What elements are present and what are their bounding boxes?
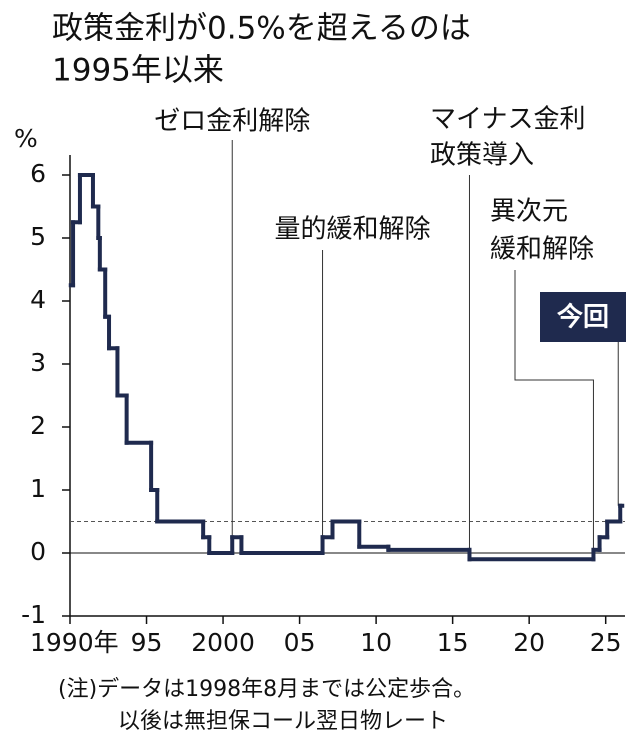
y-tick-label: 5 [30,222,46,251]
annotation: 緩和解除 [490,235,594,265]
x-tick-label: 1990年 [30,628,119,657]
x-tick-label: 2000 [191,628,255,657]
x-tick-label: 25 [590,628,622,657]
x-tick-label: 20 [513,628,545,657]
note: (注)データは1998年8月までは公定歩合。 [58,677,475,702]
y-tick-label: 6 [30,159,46,188]
note: 以後は無担保コール翌日物レート [118,709,448,734]
annotation: 今回 [557,302,609,333]
x-tick-label: 15 [437,628,469,657]
y-tick-label: 2 [30,411,46,440]
chart-title: 1995年以来 [52,53,224,89]
y-tick-label: 4 [30,285,46,314]
y-tick-label: 3 [30,348,46,377]
annotation: マイナス金利 [430,105,585,135]
annotation-line [514,270,594,550]
y-tick-label: 0 [30,537,46,566]
y-unit: % [14,124,38,153]
annotation: ゼロ金利解除 [154,107,310,137]
x-tick-label: 10 [360,628,392,657]
annotation: 政策導入 [430,141,534,171]
annotation: 異次元 [490,197,568,227]
annotation-box [540,292,626,342]
chart-title: 政策金利が0.5%を超えるのは [52,11,471,47]
y-tick-label: 1 [30,474,46,503]
y-tick-label: -1 [21,600,46,629]
x-tick-label: 05 [284,628,316,657]
x-tick-label: 95 [131,628,163,657]
annotation: 量的緩和解除 [275,215,431,245]
